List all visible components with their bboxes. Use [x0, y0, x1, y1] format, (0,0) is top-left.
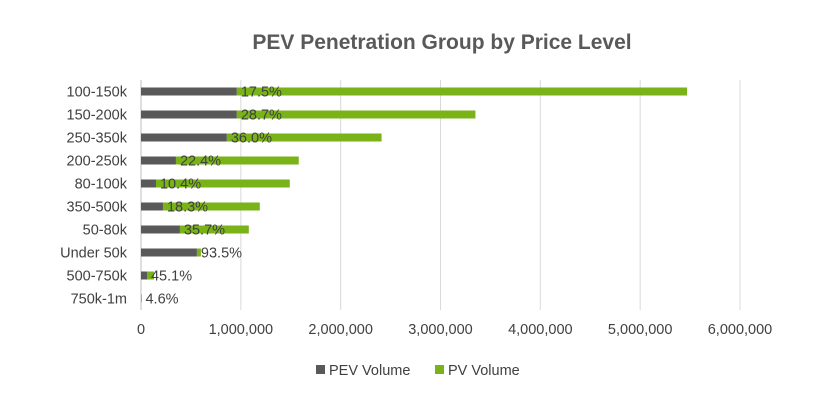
category-label: 750k-1m [71, 292, 127, 308]
bar-pv-volume [236, 110, 476, 119]
bar-pev-volume [141, 156, 176, 165]
category-label: 150-200k [67, 108, 128, 124]
bar-pev-volume [141, 110, 237, 119]
data-label: 22.4% [180, 154, 221, 170]
data-label: 4.6% [145, 292, 178, 308]
bar-pev-volume [141, 294, 142, 303]
data-label: 10.4% [160, 177, 201, 193]
bar-pev-volume [141, 225, 180, 234]
bar-pev-volume [141, 248, 197, 257]
bar-pev-volume [141, 87, 237, 96]
bar-pv-volume [179, 225, 249, 234]
x-tick-label: 6,000,000 [708, 322, 773, 338]
x-tick-label: 1,000,000 [209, 322, 274, 338]
category-label: Under 50k [60, 246, 128, 262]
data-label: 18.3% [167, 200, 208, 216]
bar-pev-volume [141, 133, 227, 142]
category-label: 250-350k [67, 131, 128, 147]
bar-pev-volume [141, 202, 163, 211]
x-tick-label: 4,000,000 [508, 322, 573, 338]
x-tick-label: 5,000,000 [608, 322, 673, 338]
data-label: 36.0% [231, 131, 272, 147]
x-tick-labels: 0 1,000,000 2,000,000 3,000,000 4,000,000 5,0… [137, 322, 772, 338]
bar-pv-volume [226, 133, 382, 142]
bar-pv-volume [155, 179, 290, 188]
data-labels: 17.5% 28.7% 36.0% 22.4% 10.4% 18.3% 35.7% 93.5%… [145, 85, 282, 308]
bar-pv-volume [162, 202, 260, 211]
category-label: 80-100k [75, 177, 128, 193]
category-label: 100-150k [67, 85, 128, 101]
x-tick-label: 2,000,000 [308, 322, 373, 338]
data-label: 17.5% [241, 85, 282, 101]
legend-label-pev: PEV Volume [329, 363, 410, 379]
data-label: 93.5% [201, 246, 242, 262]
legend-swatch-pev [316, 365, 325, 374]
bar-pv-volume [146, 271, 154, 280]
bar-pv-volume [175, 156, 299, 165]
data-label: 45.1% [151, 269, 192, 285]
data-label: 28.7% [241, 108, 282, 124]
x-tick-label: 0 [137, 322, 145, 338]
category-label: 500-750k [67, 269, 128, 285]
legend-swatch-pv [435, 365, 444, 374]
x-tick-label: 3,000,000 [408, 322, 473, 338]
legend-label-pv: PV Volume [448, 363, 520, 379]
bar-pev-volume [141, 179, 156, 188]
chart-title: PEV Penetration Group by Price Level [252, 31, 631, 54]
bar-pv-volume [236, 87, 688, 96]
data-label: 35.7% [184, 223, 225, 239]
category-labels: 100-150k 150-200k 250-350k 200-250k 80-100k 3… [60, 85, 128, 308]
bar-pv-volume [196, 248, 201, 257]
category-label: 50-80k [83, 223, 128, 239]
bars [141, 87, 688, 303]
category-label: 200-250k [67, 154, 128, 170]
category-label: 350-500k [67, 200, 128, 216]
bar-pev-volume [141, 271, 147, 280]
legend: PEV Volume PV Volume [316, 363, 520, 379]
